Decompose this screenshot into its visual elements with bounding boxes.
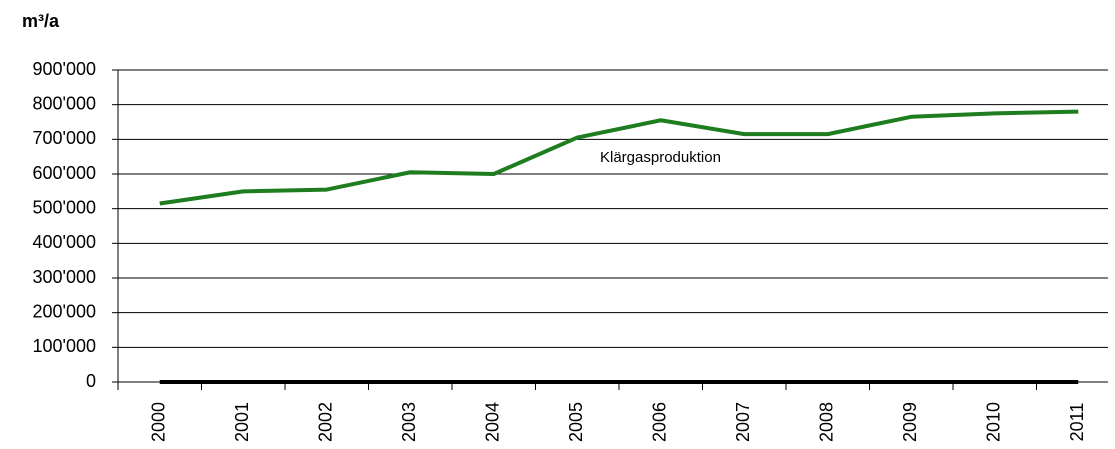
y-tick-label: 0 [86, 371, 96, 391]
y-tick-label: 700'000 [32, 128, 96, 148]
y-tick-label: 100'000 [32, 336, 96, 356]
x-tick-label: 2002 [316, 402, 336, 442]
x-tick-label: 2009 [900, 402, 920, 442]
y-axis-label: m³/a [22, 11, 60, 31]
y-tick-label: 500'000 [32, 197, 96, 217]
x-tick-label: 2011 [1067, 403, 1087, 442]
x-tick-label: 2003 [399, 402, 419, 442]
y-tick-label: 600'000 [32, 163, 96, 183]
y-tick-label: 900'000 [32, 59, 96, 79]
x-tick-label: 2000 [149, 402, 169, 442]
x-tick-label: 2005 [566, 402, 586, 442]
x-tick-label: 2004 [483, 402, 503, 442]
annotation: Klärgasproduktion [600, 149, 721, 166]
x-tick-label: 2006 [650, 402, 670, 442]
series-line [159, 109, 1079, 206]
y-tick-label: 400'000 [32, 232, 96, 252]
x-tick-label: 2007 [733, 402, 753, 442]
y-tick-label: 200'000 [32, 301, 96, 321]
y-tick-label: 300'000 [32, 267, 96, 287]
y-tick-label: 800'000 [32, 93, 96, 113]
x-tick-label: 2001 [232, 402, 252, 442]
x-tick-label: 2010 [984, 402, 1004, 442]
x-tick-label: 2008 [817, 402, 837, 442]
